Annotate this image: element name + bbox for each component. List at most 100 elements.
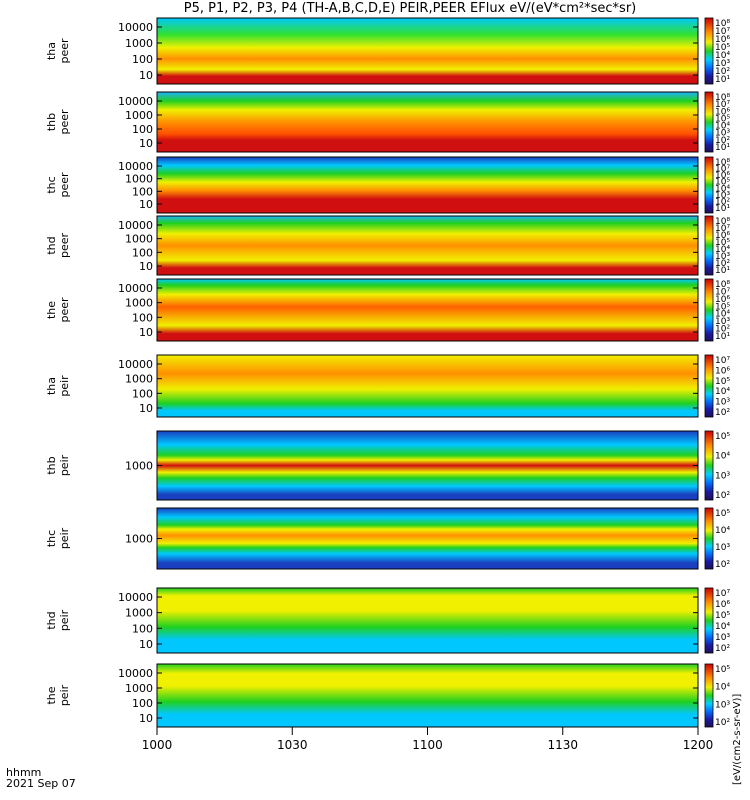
- colorbar-tick-label: 10²: [715, 560, 730, 570]
- panel-frame: [156, 215, 699, 276]
- panel-thb_peir: 1000 thb peir 10⁵ 10⁴ 10³ 10²: [45, 430, 730, 501]
- panel-probe-label: thc: [45, 530, 58, 547]
- y-tick-label: 10: [139, 326, 153, 339]
- colorbar-tick-label: 10³: [715, 543, 730, 553]
- panel-instrument-label: peir: [58, 684, 71, 706]
- colorbar-tick-label: 10⁶: [715, 231, 730, 241]
- panel-the_peir: 10000 1000 100 10 the peir 10⁵ 10⁴ 10³ 10²: [45, 663, 730, 728]
- colorbar-tick-label: 10³: [715, 252, 730, 262]
- colorbar-tick-label: 10²: [715, 136, 730, 146]
- y-tick-label: 10000: [118, 667, 153, 680]
- panel-probe-label: thd: [45, 611, 58, 629]
- panel-probe-label: the: [45, 301, 58, 319]
- colorbar-tick-label: 10²: [715, 408, 730, 418]
- colorbar-thd_peer: [704, 215, 714, 276]
- colorbar-tick-label: 10²: [715, 259, 730, 269]
- colorbar-tick-label: 10⁶: [715, 171, 730, 181]
- panel-frame: [156, 17, 699, 85]
- colorbar-tick-label: 10⁴: [715, 122, 730, 132]
- panel-probe-label: thb: [45, 113, 58, 131]
- spectrogram-tha_peir: [157, 355, 698, 417]
- colorbar-tick-label: 10⁶: [715, 366, 730, 376]
- colorbar-tick-label: 10²: [715, 67, 730, 77]
- panel-instrument-label: peer: [58, 172, 71, 198]
- colorbar-tick-label: 10⁴: [715, 526, 730, 536]
- x-tick-label: 1000: [142, 738, 173, 752]
- y-tick-label: 10: [139, 137, 153, 150]
- spectrogram-thb_peir: [157, 431, 698, 500]
- colorbar-tick-label: 10⁸: [715, 19, 730, 29]
- panel-frame: [156, 354, 699, 418]
- colorbar-tick-label: 10¹: [715, 332, 730, 342]
- panel-instrument-label: peir: [58, 527, 71, 549]
- spectrogram-thb_peer: [157, 92, 698, 152]
- panel-instrument-label: peer: [58, 38, 71, 64]
- spectrogram-thd_peer: [157, 216, 698, 275]
- y-tick-label: 10: [139, 712, 153, 725]
- colorbar-tick-label: 10³: [715, 398, 730, 408]
- colorbar-tick-label: 10³: [715, 317, 730, 327]
- panel-thc_peir: 1000 thc peir 10⁵ 10⁴ 10³ 10²: [45, 507, 730, 570]
- colorbar-tick-label: 10⁷: [715, 165, 730, 175]
- spectrogram-the_peer: [157, 279, 698, 341]
- y-tick-label: 1000: [125, 460, 153, 473]
- spectrogram-the_peir: [157, 664, 698, 727]
- y-tick-label: 100: [132, 387, 153, 400]
- colorbar-tick-label: 10⁶: [715, 107, 730, 117]
- y-tick-label: 1000: [125, 109, 153, 122]
- y-tick-label: 1000: [125, 373, 153, 386]
- colorbar-tick-label: 10⁴: [715, 387, 730, 397]
- y-tick-label: 10000: [118, 219, 153, 232]
- spectrogram-thd_peir: [157, 588, 698, 653]
- y-tick-label: 1000: [125, 682, 153, 695]
- panel-instrument-label: peir: [58, 454, 71, 476]
- colorbar-tick-label: 10⁷: [715, 100, 730, 110]
- colorbar-tick-label: 10²: [715, 644, 730, 654]
- y-tick-label: 10000: [118, 95, 153, 108]
- panel-probe-label: tha: [45, 42, 58, 60]
- colorbar-thb_peir: [704, 430, 714, 501]
- y-tick-label: 100: [132, 246, 153, 259]
- colorbar-tha_peer: [704, 17, 714, 85]
- colorbar-units-label: [eV/(cm2-s-sr-eV)]: [732, 693, 743, 785]
- spectrogram-thc_peer: [157, 157, 698, 213]
- spectrogram-tha_peer: [157, 18, 698, 84]
- colorbar-tick-label: 10²: [715, 197, 730, 207]
- colorbar-thc_peer: [704, 156, 714, 214]
- colorbar-the_peir: [704, 663, 714, 728]
- colorbar-tick-label: 10⁵: [715, 302, 730, 312]
- colorbar-tick-label: 10⁵: [715, 114, 730, 124]
- panel-frame: [156, 91, 699, 153]
- y-tick-label: 10: [139, 198, 153, 211]
- y-tick-label: 10000: [118, 282, 153, 295]
- colorbar-tick-label: 10³: [715, 129, 730, 139]
- y-tick-label: 10000: [118, 591, 153, 604]
- colorbar-tick-label: 10²: [715, 325, 730, 335]
- y-tick-label: 1000: [125, 607, 153, 620]
- colorbar-tick-label: 10³: [715, 633, 730, 643]
- colorbar-tick-label: 10⁴: [715, 51, 730, 61]
- y-tick-label: 1000: [125, 173, 153, 186]
- colorbar-tick-label: 10¹: [715, 143, 730, 153]
- colorbar-tick-label: 10³: [715, 59, 730, 69]
- colorbar-tick-label: 10⁴: [715, 683, 730, 693]
- colorbar-tick-label: 10⁴: [715, 452, 730, 462]
- panel-instrument-label: peer: [58, 297, 71, 323]
- panel-frame: [156, 587, 699, 654]
- colorbar-tick-label: 10⁵: [715, 432, 730, 442]
- y-tick-label: 10: [139, 402, 153, 415]
- panel-probe-label: thb: [45, 456, 58, 474]
- colorbar-tick-label: 10⁸: [715, 158, 730, 168]
- colorbar-tick-label: 10⁷: [715, 589, 730, 599]
- colorbar-the_peer: [704, 278, 714, 342]
- panel-frame: [156, 278, 699, 342]
- colorbar-tick-label: 10⁴: [715, 184, 730, 194]
- colorbar-tick-label: 10²: [715, 491, 730, 501]
- colorbar-thb_peer: [704, 91, 714, 153]
- colorbar-tha_peir: [704, 354, 714, 418]
